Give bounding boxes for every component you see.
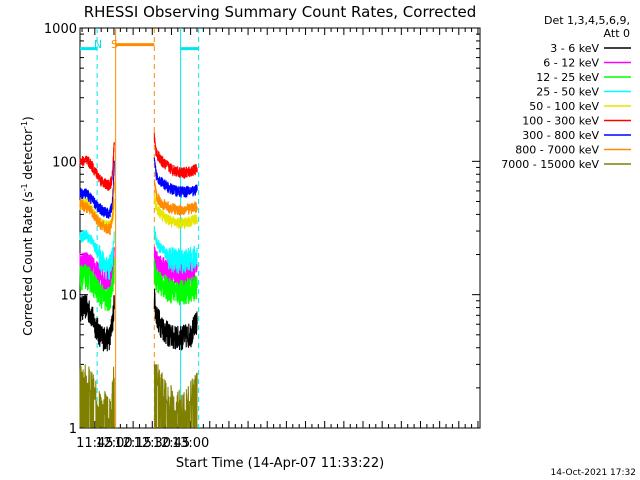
series-line: [79, 142, 115, 191]
series-line: [153, 192, 198, 230]
legend: Det 1,3,4,5,6,9,Att 0 3 - 6 keV 6 - 12 keV…: [501, 14, 631, 171]
series-line: [153, 132, 198, 179]
legend-entry-label: 100 - 300 keV: [522, 115, 599, 128]
series-line: [79, 181, 115, 235]
series-line: [153, 258, 198, 306]
legend-entry-label: 50 - 100 keV: [529, 100, 599, 113]
series-line: [153, 364, 198, 428]
legend-header: Att 0: [604, 27, 630, 40]
series-line: [153, 179, 198, 216]
legend-entry-label: 7000 - 15000 keV: [501, 158, 599, 171]
legend-entry-label: 300 - 800 keV: [522, 129, 599, 142]
x-tick-label: 13:00: [172, 436, 209, 451]
y-axis-label-sup1: -1: [20, 183, 29, 191]
series-line: [79, 364, 115, 428]
x-tick-label: 12:15: [114, 436, 151, 451]
legend-entry-label: 25 - 50 keV: [536, 86, 599, 99]
series-line: [79, 160, 115, 219]
y-axis-label-part2: detector: [21, 129, 35, 184]
series-line: [153, 226, 198, 274]
y-axis-label-part1: Corrected Count Rate (s: [21, 191, 35, 335]
y-tick-label: 1000: [44, 22, 77, 37]
legend-entry-label: 12 - 25 keV: [536, 71, 599, 84]
x-tick-label: 12:00: [95, 436, 132, 451]
y-axis-label-part3: ): [21, 116, 35, 121]
annotation-label: N: [94, 38, 102, 51]
x-axis-label: Start Time (14-Apr-07 11:33:22): [176, 456, 384, 471]
series-line: [79, 247, 115, 293]
x-tick-label: 12:45: [153, 436, 190, 451]
footer-date: 14-Oct-2021 17:32: [551, 468, 636, 478]
legend-entry-label: 3 - 6 keV: [550, 42, 599, 55]
series-line: [79, 229, 115, 280]
x-tick-label: 12:30: [134, 436, 171, 451]
y-axis-label: Corrected Count Rate (s-1 detector-1): [20, 116, 35, 335]
y-tick-label: 100: [52, 155, 77, 170]
annotation-label: S: [111, 38, 118, 51]
y-tick-label: 10: [60, 289, 77, 304]
series-line: [79, 294, 115, 352]
chart-title: RHESSI Observing Summary Count Rates, Co…: [84, 3, 477, 21]
series-line: [79, 257, 115, 312]
plot-frame: [79, 27, 481, 429]
series-line: [153, 246, 198, 289]
y-tick-label: 1: [69, 422, 77, 437]
legend-entry-label: 800 - 7000 keV: [515, 144, 599, 157]
legend-header: Det 1,3,4,5,6,9,: [544, 14, 630, 27]
y-axis-label-sup2: -1: [20, 121, 29, 129]
x-tick-label: 11:45: [76, 436, 113, 451]
series-line: [153, 288, 198, 351]
legend-entry-label: 6 - 12 keV: [543, 57, 599, 70]
series-line: [153, 157, 198, 198]
